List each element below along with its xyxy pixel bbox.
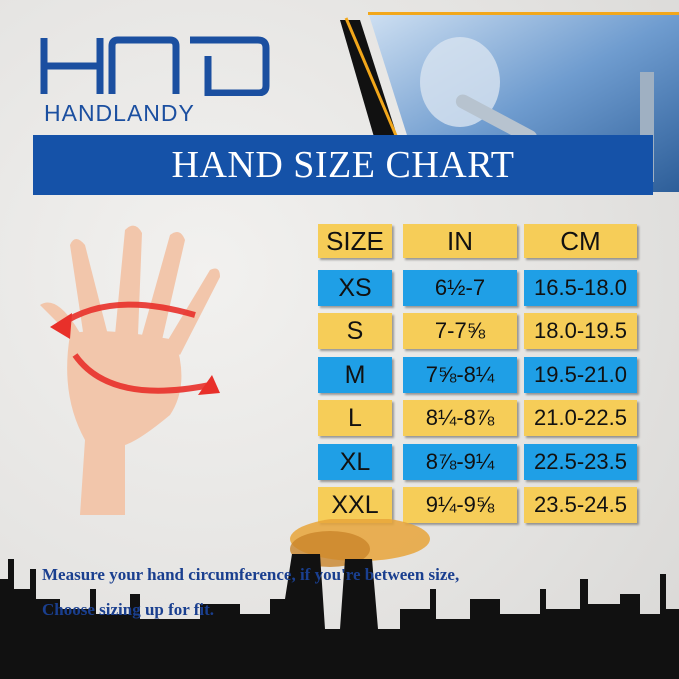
handlandy-logo-mark <box>40 36 270 96</box>
instruction-line-1: Measure your hand circumference, if you'… <box>42 565 460 584</box>
brand-name: HANDLANDY <box>44 100 195 126</box>
table-cell-size: XL <box>318 444 392 480</box>
table-cell-in: 6½-7 <box>403 270 517 306</box>
table-cell-cm: 22.5-23.5 <box>524 444 637 480</box>
table-cell-in: 8⅞-9¼ <box>403 444 517 480</box>
red-arrow-top <box>58 301 196 328</box>
table-cell-size: XXL <box>318 487 392 523</box>
table-cell-in: 7⅝-8¼ <box>403 357 517 393</box>
table-cell-cm: 23.5-24.5 <box>524 487 637 523</box>
table-cell-cm: 18.0-19.5 <box>524 313 637 349</box>
table-cell-cm: 19.5-21.0 <box>524 357 637 393</box>
table-cell-size: L <box>318 400 392 436</box>
table-cell-cm: 21.0-22.5 <box>524 400 637 436</box>
table-cell-size: S <box>318 313 392 349</box>
table-cell-in: 8¼-8⅞ <box>403 400 517 436</box>
page-title: HAND SIZE CHART <box>171 144 515 186</box>
table-cell-in: 7-7⅝ <box>403 313 517 349</box>
instruction-line-2: Choose sizing up for fit. <box>42 600 215 619</box>
red-arrow-bottom <box>72 353 211 394</box>
table-cell-in: 9¼-9⅝ <box>403 487 517 523</box>
header-cm: CM <box>524 224 637 258</box>
table-cell-size: M <box>318 357 392 393</box>
table-cell-cm: 16.5-18.0 <box>524 270 637 306</box>
title-banner: HAND SIZE CHART <box>33 135 653 195</box>
hand-measure-illustration <box>40 225 220 515</box>
industrial-skyline <box>0 519 679 679</box>
header-size: SIZE <box>318 224 392 258</box>
table-cell-size: XS <box>318 270 392 306</box>
header-in: IN <box>403 224 517 258</box>
